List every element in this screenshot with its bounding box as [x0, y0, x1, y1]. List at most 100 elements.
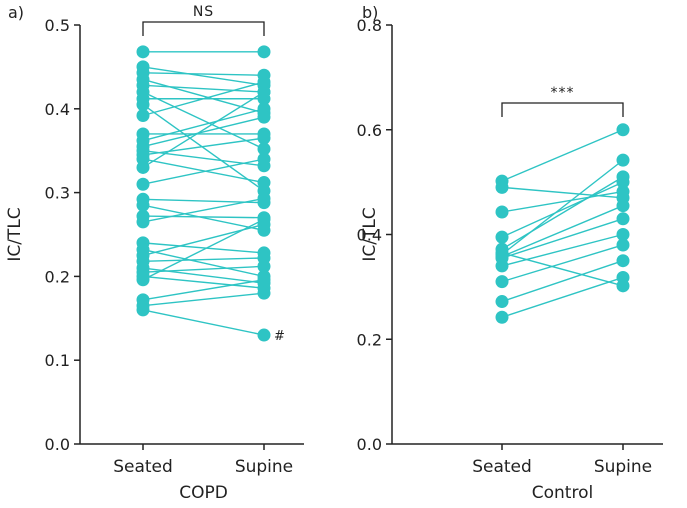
data-point-supine — [257, 131, 271, 145]
pair-line — [142, 257, 265, 263]
x-axis-label: COPD — [179, 483, 228, 503]
panel-label: b) — [362, 3, 378, 22]
data-point-seated — [136, 303, 150, 317]
pair-line — [142, 84, 265, 93]
pair-line — [142, 279, 265, 301]
pair-line — [142, 197, 265, 223]
data-point-seated — [136, 160, 150, 174]
pair-line — [142, 275, 265, 289]
pair-line — [501, 233, 624, 267]
pair-line — [142, 242, 265, 254]
pair-line — [142, 204, 265, 231]
pair-line — [142, 265, 265, 273]
data-point-supine — [616, 228, 630, 241]
pair-line — [142, 91, 265, 150]
data-point-supine — [616, 153, 630, 167]
x-axis-label: Control — [532, 483, 593, 503]
pair-line — [501, 159, 624, 255]
pair-line — [501, 129, 624, 182]
y-tick-label: 0.0 — [357, 435, 382, 454]
data-point-seated — [495, 310, 509, 324]
data-point-supine — [257, 85, 271, 99]
pair-line — [142, 78, 265, 114]
data-point-supine — [616, 199, 630, 213]
pair-line — [501, 244, 624, 283]
data-point-supine — [257, 212, 271, 226]
y-tick-label: 0.3 — [45, 184, 70, 203]
pair-line — [142, 137, 265, 156]
y-tick-label: 0.0 — [45, 435, 70, 454]
y-tick-label: 0.1 — [45, 351, 70, 370]
y-tick-label: 0.4 — [45, 100, 70, 119]
data-point-supine — [257, 176, 271, 190]
data-point-supine — [257, 110, 271, 124]
data-point-supine — [616, 279, 630, 293]
x-tick-label: Supine — [235, 457, 293, 477]
data-point-seated — [136, 45, 150, 59]
y-axis-label: IC/TLC — [360, 207, 380, 261]
data-point-supine — [616, 170, 630, 184]
y-axis-label: IC/TLC — [5, 207, 25, 261]
x-tick-label: Seated — [113, 457, 173, 477]
data-point-seated — [495, 275, 509, 289]
pair-line — [501, 205, 624, 258]
data-point-supine — [616, 212, 630, 226]
x-tick-label: Supine — [594, 457, 652, 477]
pair-line — [501, 260, 624, 303]
data-point-supine — [257, 273, 271, 287]
significance-label: *** — [551, 85, 575, 101]
pair-line — [501, 276, 624, 318]
significance-bracket — [501, 102, 624, 117]
pair-line — [142, 158, 265, 185]
pair-line — [142, 66, 265, 87]
data-point-supine — [616, 185, 630, 199]
pair-line — [501, 218, 624, 259]
data-point-supine — [257, 286, 271, 300]
pair-line — [501, 252, 624, 287]
data-point-supine — [257, 259, 271, 273]
panel-a: a) 0.0 0.1 0.2 0.3 0.4 0.5 Seated Supine COPD IC/T… — [5, 3, 304, 503]
data-point-seated — [495, 230, 509, 244]
data-point-supine — [257, 45, 271, 59]
data-point-supine — [257, 152, 271, 166]
y-tick-label: 0.2 — [357, 330, 382, 349]
y-tick-label: 0.6 — [357, 121, 382, 140]
x-tick-label: Seated — [472, 457, 532, 477]
pair-line — [142, 309, 265, 336]
data-point-seated — [495, 246, 509, 260]
pair-line — [142, 292, 265, 307]
data-point-seated — [495, 295, 509, 309]
pair-line — [142, 91, 265, 169]
pair-line — [142, 72, 265, 76]
data-point-seated — [136, 273, 150, 287]
data-point-supine — [257, 328, 271, 342]
pair-line — [142, 215, 265, 219]
pair-line — [142, 248, 265, 278]
pair-line — [501, 190, 624, 213]
data-point-supine — [257, 191, 271, 205]
y-tick-label: 0.5 — [45, 16, 70, 35]
data-point-supine — [257, 75, 271, 89]
data-point-seated — [136, 98, 150, 112]
pair-line — [501, 186, 624, 199]
pair-line — [501, 176, 624, 250]
y-tick-label: 0.2 — [45, 267, 70, 286]
data-point-supine — [616, 254, 630, 268]
data-point-seated — [495, 180, 509, 194]
pair-line — [142, 108, 265, 142]
pair-line — [142, 158, 265, 184]
data-point-seated — [136, 198, 150, 212]
significance-label: NS — [193, 4, 214, 20]
pair-line — [142, 218, 265, 281]
data-point-seated — [136, 215, 150, 229]
data-point-seated — [495, 205, 509, 219]
data-point-supine — [616, 123, 630, 137]
data-point-supine — [257, 142, 271, 156]
panel-label: a) — [8, 3, 24, 22]
data-point-supine — [616, 238, 630, 252]
significance-bracket — [142, 21, 265, 36]
y-tick-label: 0.4 — [357, 226, 382, 245]
pair-line — [142, 81, 265, 117]
